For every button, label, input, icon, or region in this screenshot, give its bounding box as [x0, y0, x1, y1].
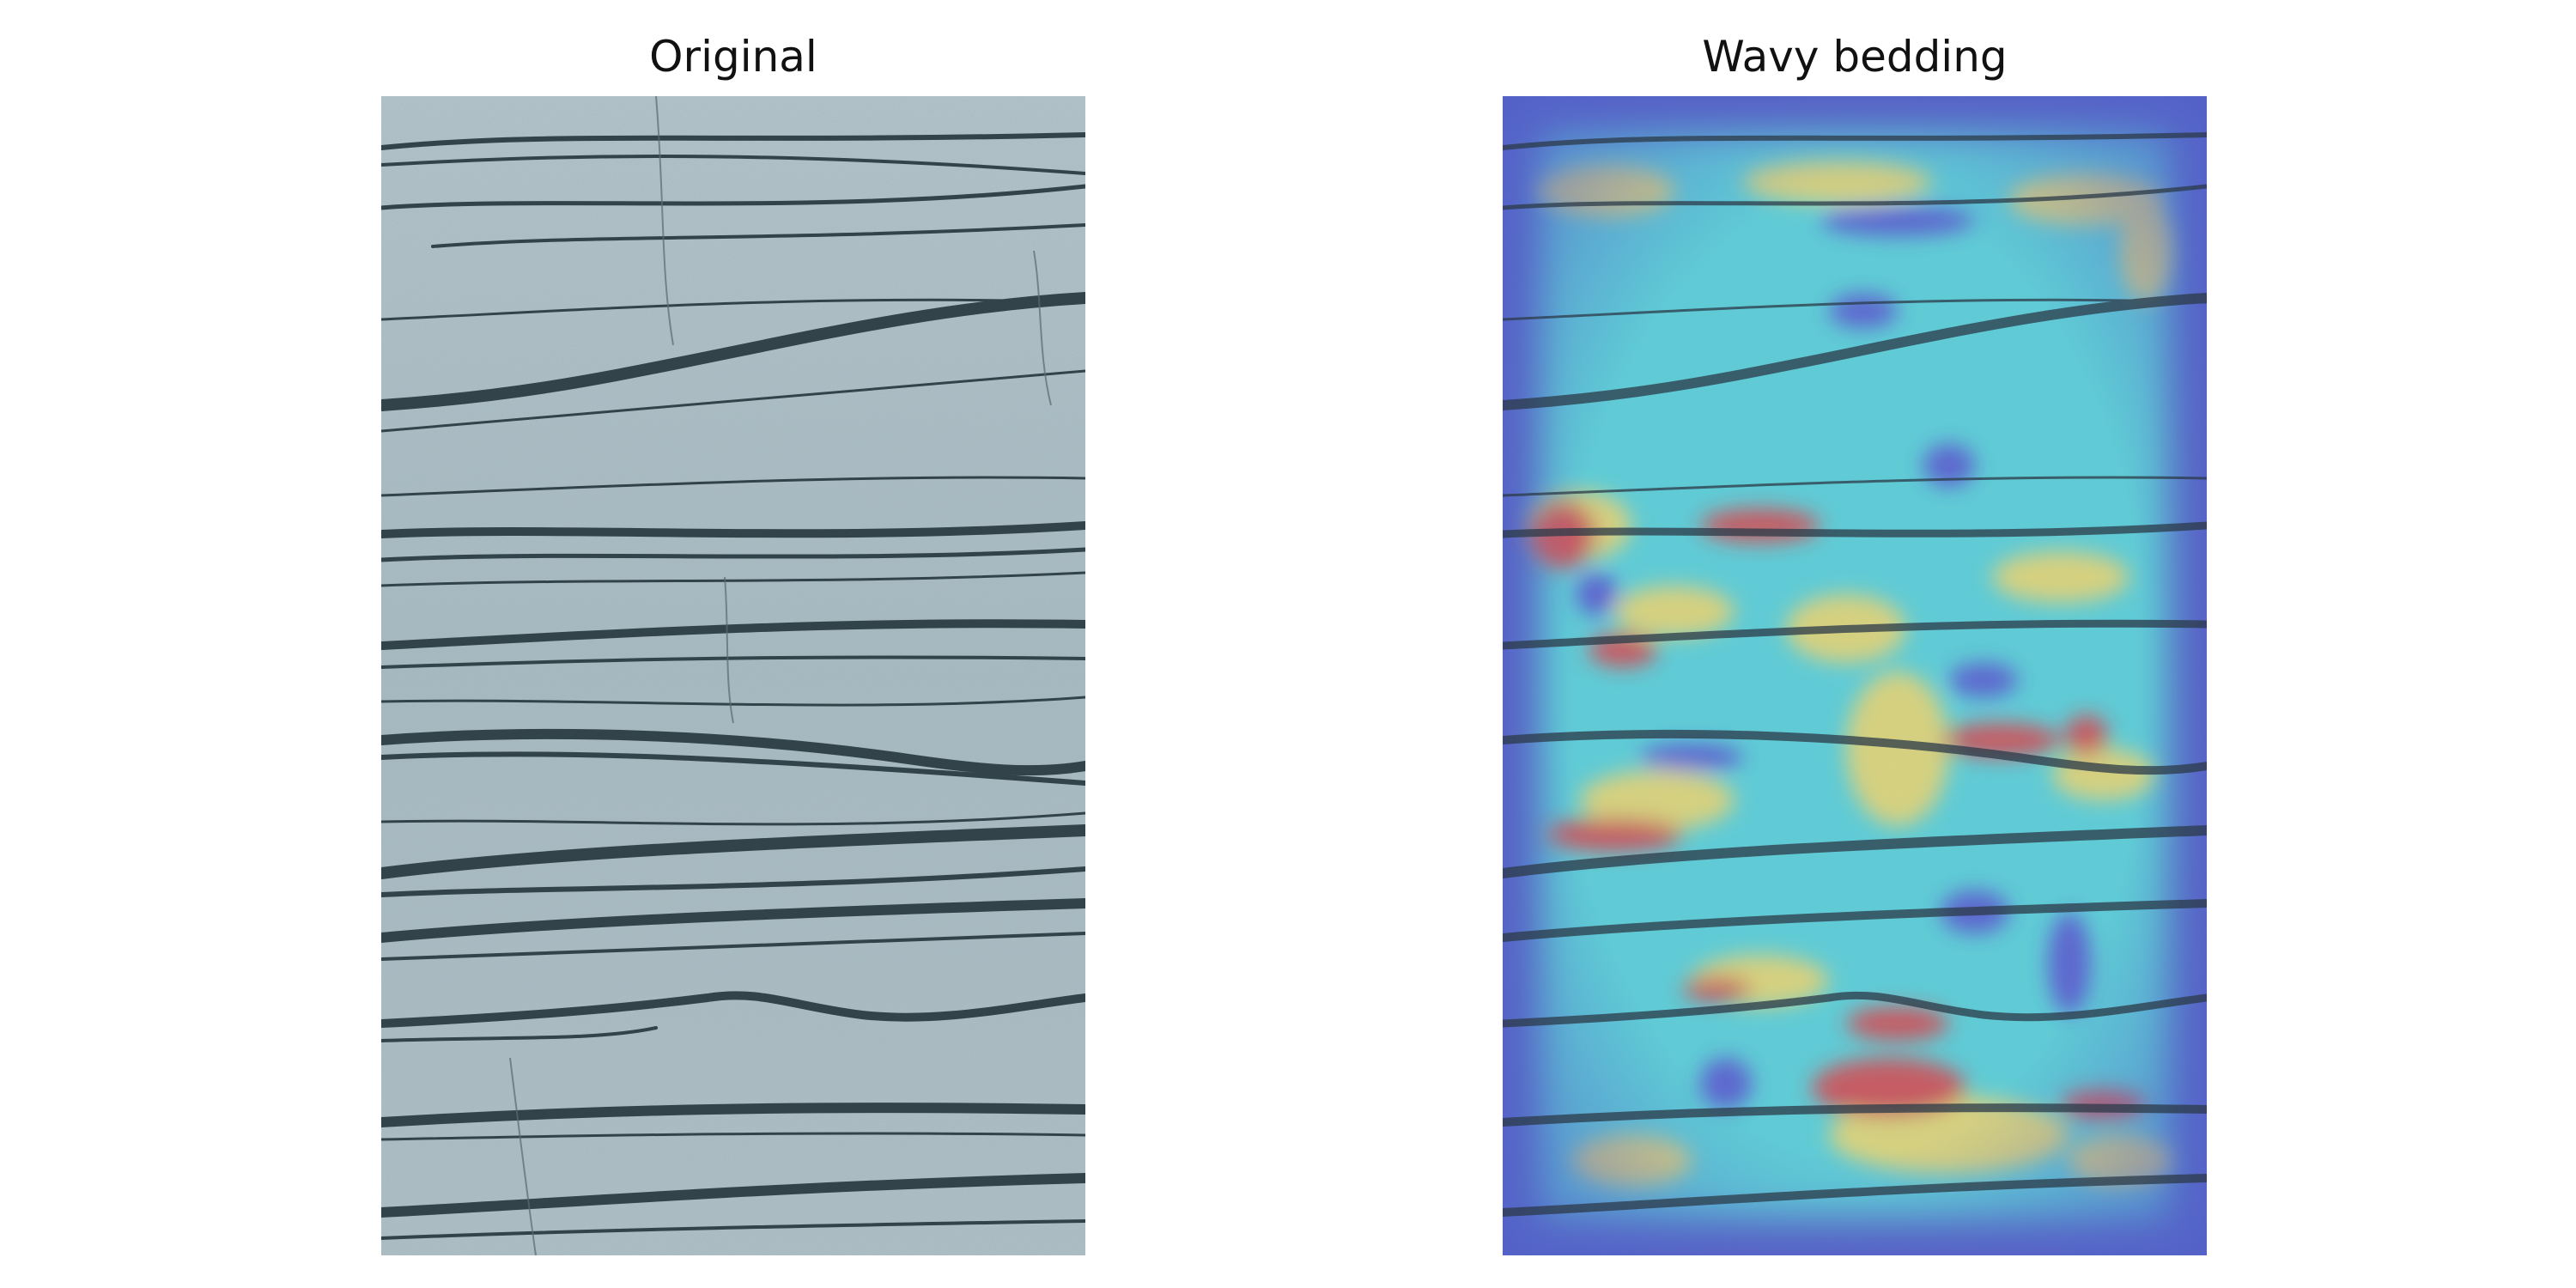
original-core-photo [381, 96, 1085, 1255]
wavy-bedding-heatmap-image [1503, 96, 2207, 1255]
wavy-bedding-heatmap-overlay [1503, 96, 2207, 1255]
original-core-image [381, 96, 1085, 1255]
wavy-bedding-panel-title: Wavy bedding [1702, 32, 2008, 82]
original-panel-title: Original [649, 32, 817, 82]
